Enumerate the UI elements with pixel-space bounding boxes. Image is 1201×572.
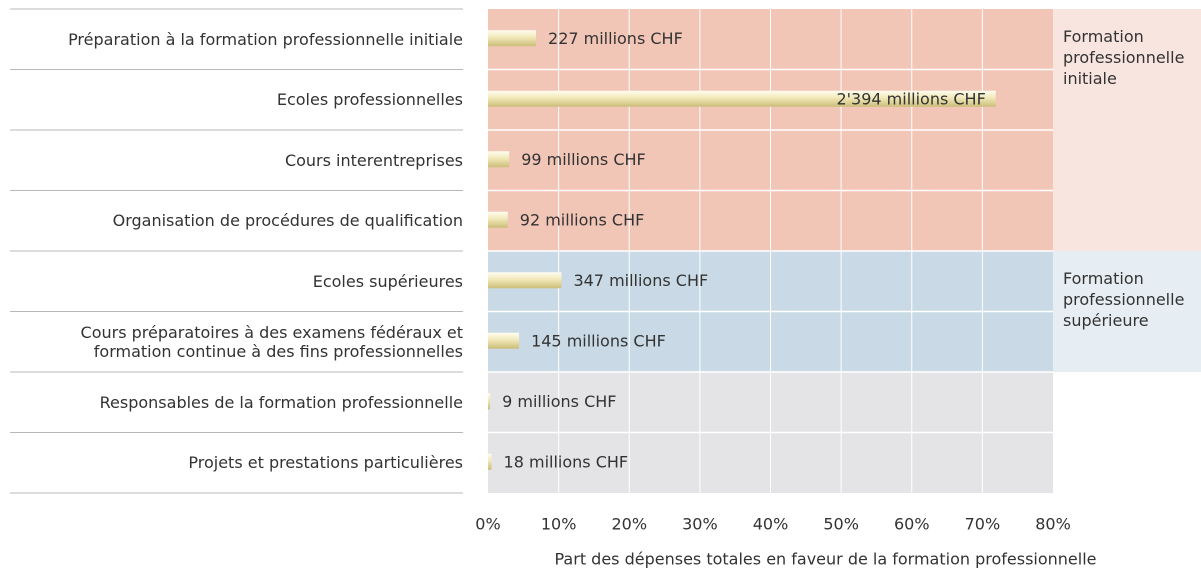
category-label-text: Organisation de procédures de qualificat… [112, 211, 463, 231]
category-label: Ecoles supérieures [10, 251, 463, 312]
category-label: Préparation à la formation professionnel… [10, 9, 463, 70]
x-tick-label: 70% [965, 515, 1001, 534]
x-tick-label: 60% [894, 515, 930, 534]
x-tick-label: 10% [541, 515, 577, 534]
x-tick-label: 40% [753, 515, 789, 534]
amount-label: 347 millions CHF [573, 271, 708, 290]
amount-label: 2'394 millions CHF [836, 89, 985, 108]
amount-label: 18 millions CHF [504, 452, 629, 471]
x-tick-label: 30% [682, 515, 718, 534]
bar [488, 393, 491, 410]
bar [488, 30, 537, 47]
category-label-text: Ecoles supérieures [312, 271, 463, 291]
x-tick-label: 20% [611, 515, 647, 534]
bar [488, 211, 508, 228]
category-label: Ecoles professionnelles [10, 70, 463, 131]
category-label-text: Projets et prestations particulières [188, 453, 463, 473]
group-label-text: Formation professionnelle supérieure [1063, 269, 1185, 330]
x-tick-label: 80% [1035, 515, 1071, 534]
group-label-text: Formation professionnelle initiale [1063, 27, 1185, 88]
category-label: Organisation de procédures de qualificat… [10, 191, 463, 252]
amount-label: 145 millions CHF [531, 331, 666, 350]
amount-label: 9 millions CHF [502, 392, 616, 411]
group-label-background [1053, 372, 1201, 493]
x-tick-label: 50% [823, 515, 859, 534]
category-label: Cours interentreprises [10, 130, 463, 191]
bar [488, 151, 510, 168]
x-tick-label: 0% [475, 515, 500, 534]
category-label-text: Cours interentreprises [284, 150, 463, 170]
category-label-text: Préparation à la formation professionnel… [68, 29, 463, 49]
bar [488, 272, 562, 289]
category-label-text: Ecoles professionnelles [276, 90, 463, 110]
group-label: Formation professionnelle supérieure [1063, 268, 1201, 331]
category-label-text: Cours préparatoires à des examens fédéra… [80, 322, 463, 361]
category-label: Responsables de la formation professionn… [10, 372, 463, 433]
category-label-text: Responsables de la formation professionn… [99, 392, 463, 412]
bar [488, 90, 996, 107]
group-label-background [1053, 251, 1201, 372]
category-label: Projets et prestations particulières [10, 433, 463, 494]
bar [488, 332, 520, 349]
amount-label: 99 millions CHF [521, 150, 646, 169]
x-axis-title: Part des dépenses totales en faveur de l… [555, 550, 1097, 569]
group-label-background [1053, 9, 1201, 251]
amount-label: 227 millions CHF [548, 29, 683, 48]
group-label: Formation professionnelle initiale [1063, 26, 1201, 89]
amount-label: 92 millions CHF [520, 210, 645, 229]
bar [488, 453, 492, 470]
category-label: Cours préparatoires à des examens fédéra… [10, 312, 463, 373]
